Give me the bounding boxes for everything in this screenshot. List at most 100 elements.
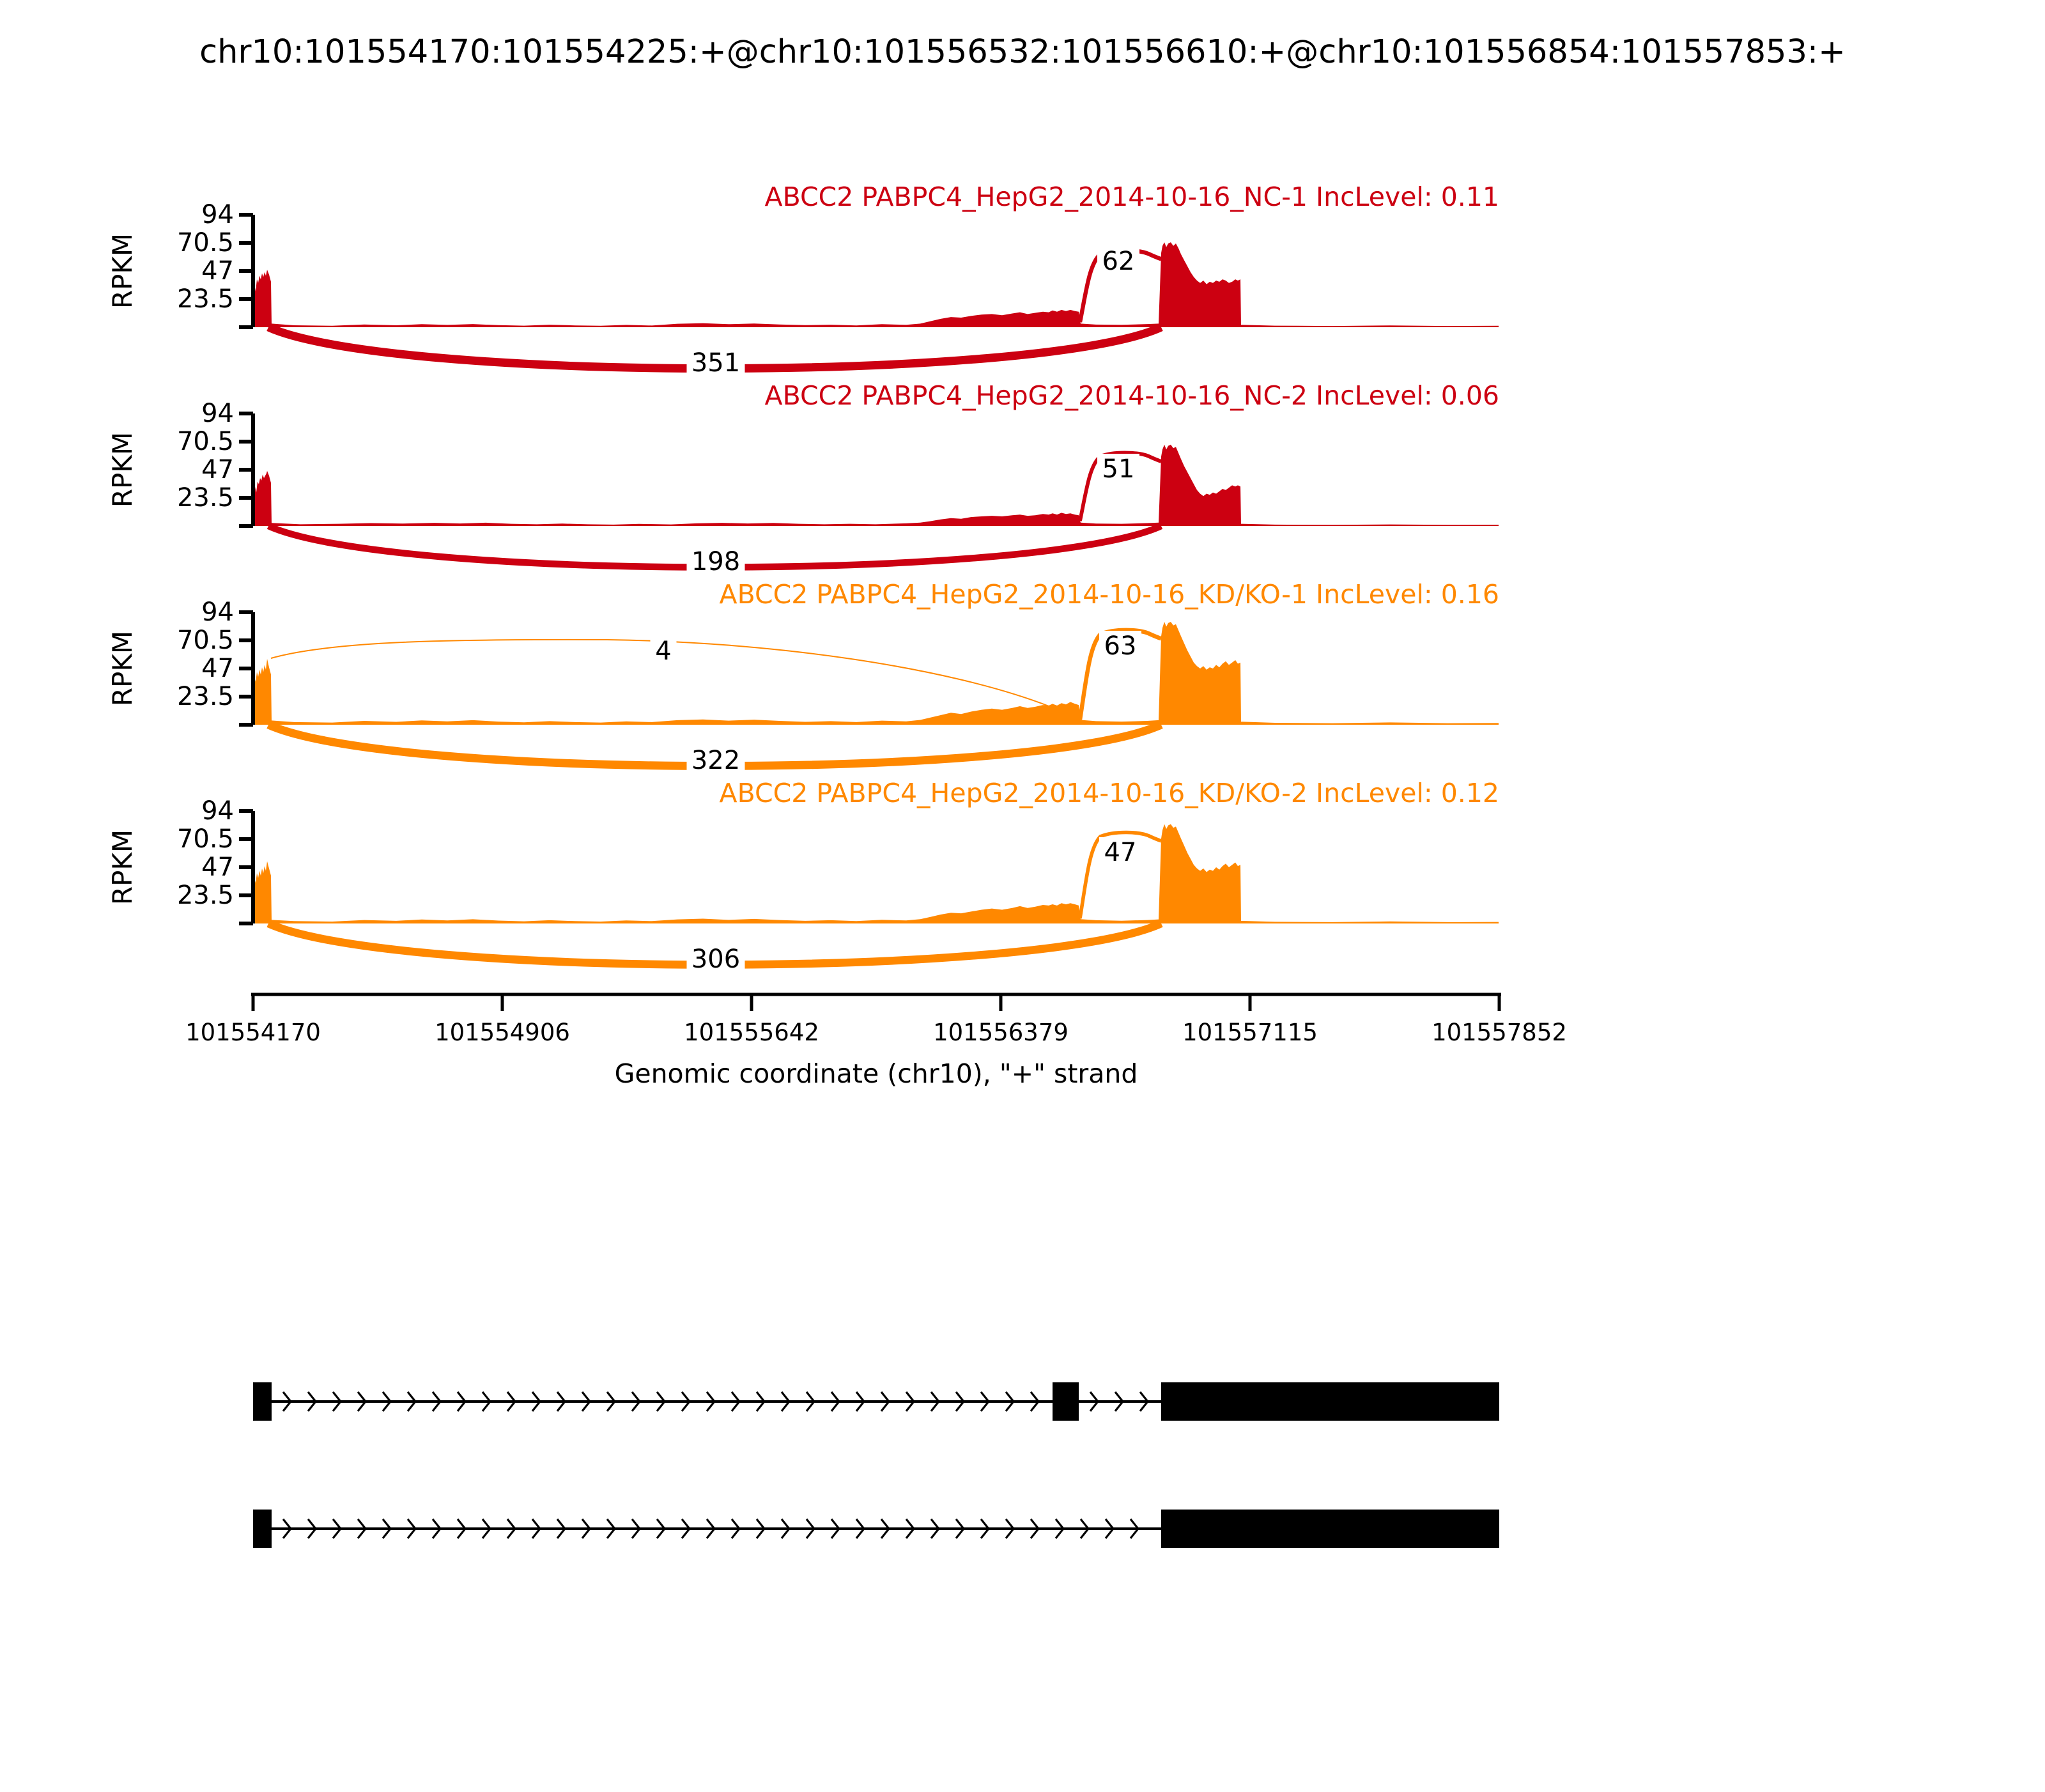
exon-box [253,1382,272,1421]
intron-direction-arrow [531,1391,542,1412]
track-title: ABCC2 PABPC4_HepG2_2014-10-16_NC-2 IncLe… [765,380,1499,411]
coverage-area-track-3 [253,622,1499,725]
intron-direction-arrow [730,1518,741,1539]
y-tick-label: 70.5 [177,626,234,655]
intron-direction-arrow [431,1518,442,1539]
junction-label-bg [686,546,745,576]
intron-direction-arrow [481,1391,492,1412]
y-tick-label: 94 [201,200,234,229]
intron-direction-arrow [1114,1391,1125,1412]
skip-junction-count: 351 [691,348,740,378]
intron-direction-arrow [282,1518,293,1539]
junction-label-bg [686,944,745,973]
track-title: ABCC2 PABPC4_HepG2_2014-10-16_KD/KO-2 In… [720,778,1499,808]
intron-direction-arrow [357,1518,367,1539]
intron-direction-arrow [980,1391,991,1412]
intron-direction-arrow [282,1391,293,1412]
intron-direction-arrow [1005,1518,1015,1539]
y-tick-label: 47 [201,654,234,683]
intron-direction-arrow [805,1391,816,1412]
intron-direction-arrow [606,1391,617,1412]
coverage-area-track-1 [253,242,1499,327]
intron-direction-arrow [332,1391,343,1412]
inclusion-junction-count: 47 [1104,838,1137,867]
intron-direction-arrow [357,1391,367,1412]
x-tick-label: 101555642 [684,1019,819,1046]
intron-direction-arrow [905,1391,916,1412]
rpkm-axis-label: RPKM [107,233,138,309]
intron-direction-arrow [930,1391,941,1412]
intron-direction-arrow [631,1391,642,1412]
junction-arc-inclusion-upstream [270,638,1051,707]
intron-direction-arrow [1104,1518,1115,1539]
intron-direction-arrow [631,1518,642,1539]
intron-direction-arrow [955,1391,966,1412]
intron-direction-arrow [581,1518,592,1539]
intron-direction-arrow [880,1518,891,1539]
intron-direction-arrow [656,1518,667,1539]
x-axis-label: Genomic coordinate (chr10), "+" strand [615,1058,1138,1089]
inclusion-junction-count: 63 [1104,631,1137,661]
intron-direction-arrow [855,1391,866,1412]
intron-direction-arrow [805,1518,816,1539]
intron-direction-arrow [930,1518,941,1539]
intron-direction-arrow [456,1518,467,1539]
exon-box [253,1510,272,1548]
intron-direction-arrow [556,1391,567,1412]
intron-direction-arrow [431,1391,442,1412]
y-tick-label: 23.5 [177,881,234,910]
x-tick-label: 101557852 [1432,1019,1567,1046]
intron-direction-arrow [681,1518,691,1539]
y-tick-label: 23.5 [177,284,234,314]
y-tick-label: 70.5 [177,228,234,258]
intron-direction-arrow [980,1518,991,1539]
intron-direction-arrow [1030,1391,1040,1412]
junction-label-bg [1097,246,1139,275]
intron-direction-arrow [955,1518,966,1539]
skip-junction-count: 198 [691,547,740,576]
exon-box [1053,1382,1079,1421]
rpkm-axis-label: RPKM [107,432,138,507]
intron-direction-arrow [681,1391,691,1412]
skip-junction-count: 306 [691,945,740,974]
x-tick-label: 101556379 [933,1019,1069,1046]
intron-direction-arrow [730,1391,741,1412]
y-tick-label: 47 [201,455,234,484]
junction-label-bg [1099,631,1141,660]
intron-direction-arrow [1129,1518,1140,1539]
intron-direction-arrow [656,1391,667,1412]
intron-direction-arrow [1089,1391,1100,1412]
intron-direction-arrow [531,1518,542,1539]
intron-direction-arrow [1054,1518,1065,1539]
intron-direction-arrow [506,1518,517,1539]
y-tick-label: 23.5 [177,483,234,513]
intron-direction-arrow [332,1518,343,1539]
intron-direction-arrow [382,1518,392,1539]
rpkm-axis-label: RPKM [107,830,138,905]
y-tick-label: 47 [201,256,234,286]
intron-direction-arrow [706,1518,716,1539]
track-title: ABCC2 PABPC4_HepG2_2014-10-16_NC-1 IncLe… [765,182,1499,212]
intron-direction-arrow [780,1518,791,1539]
intron-direction-arrow [456,1391,467,1412]
intron-direction-arrow [307,1391,318,1412]
coverage-area-track-4 [253,824,1499,923]
intron-direction-arrow [905,1518,916,1539]
intron-direction-arrow [755,1391,766,1412]
junction-label-bg [1097,454,1139,483]
intron-direction-arrow [1079,1518,1090,1539]
track-title: ABCC2 PABPC4_HepG2_2014-10-16_KD/KO-1 In… [720,579,1499,610]
inclusion-junction-count: 51 [1102,454,1135,484]
intron-direction-arrow [606,1518,617,1539]
intron-direction-arrow [382,1391,392,1412]
intron-direction-arrow [1030,1518,1040,1539]
intron-direction-arrow [755,1518,766,1539]
intron-direction-arrow [1139,1391,1150,1412]
intron-direction-arrow [706,1391,716,1412]
y-tick-label: 70.5 [177,427,234,456]
rpkm-axis-label: RPKM [107,631,138,706]
junction-label-bg [650,636,677,665]
junction-label-bg [686,348,745,377]
